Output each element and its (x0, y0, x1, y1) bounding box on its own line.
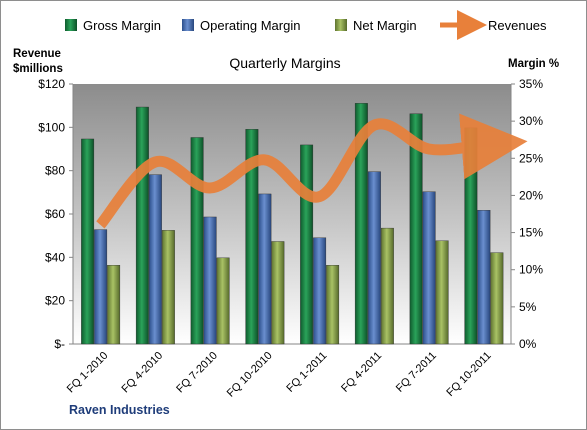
legend-label-net-margin: Net Margin (353, 18, 417, 33)
left-tick-label: $- (54, 337, 65, 351)
right-tick-label: 15% (519, 226, 543, 240)
bar-operating-margin (148, 174, 162, 345)
bar-net-margin (326, 265, 340, 345)
bar-operating-margin (94, 229, 108, 345)
right-tick-label: 25% (519, 151, 543, 165)
right-tick-label: 35% (519, 77, 543, 91)
right-tick-label: 0% (519, 337, 537, 351)
bar-operating-margin (313, 237, 327, 345)
bar-operating-margin (258, 193, 272, 345)
company-name: Raven Industries (69, 403, 170, 417)
legend: Gross Margin Operating Margin Net Margin… (65, 10, 547, 40)
bar-net-margin (216, 257, 230, 345)
bar-operating-margin (422, 191, 436, 345)
right-tick-label: 5% (519, 300, 537, 314)
right-tick-label: 30% (519, 114, 543, 128)
bar-gross-margin (81, 138, 95, 345)
legend-item-gross-margin: Gross Margin (65, 18, 161, 33)
left-tick-label: $60 (45, 207, 65, 221)
bar-net-margin (490, 252, 504, 345)
bar-gross-margin (135, 106, 149, 345)
legend-item-revenues: Revenues (440, 10, 547, 40)
bar-gross-margin (245, 129, 259, 345)
left-axis-title-line1: Revenue (13, 48, 61, 60)
bar-gross-margin (354, 103, 368, 345)
legend-swatch-operating-margin (182, 19, 194, 31)
bar-net-margin (271, 241, 285, 345)
bar-gross-margin (464, 127, 478, 345)
legend-item-net-margin: Net Margin (335, 18, 417, 33)
left-axis-title-line2: $millions (13, 63, 63, 75)
legend-swatch-net-margin (335, 19, 347, 31)
legend-label-operating-margin: Operating Margin (200, 18, 300, 33)
x-tick-label: FQ 10-2011 (444, 350, 493, 399)
left-tick-label: $40 (45, 250, 65, 264)
left-tick-label: $80 (45, 164, 65, 178)
revenues-line (96, 113, 528, 229)
x-tick-label: FQ 4-2010 (120, 350, 166, 396)
x-tick-label: FQ 1-2011 (284, 350, 329, 395)
bar-net-margin (107, 265, 121, 345)
left-tick-label: $20 (45, 294, 65, 308)
right-tick-label: 20% (519, 188, 543, 202)
bar-gross-margin (409, 113, 423, 345)
bar-operating-margin (203, 216, 217, 345)
legend-swatch-gross-margin (65, 19, 77, 31)
bar-gross-margin (300, 144, 314, 345)
legend-label-revenues: Revenues (488, 18, 547, 33)
chart-title: Quarterly Margins (229, 55, 340, 71)
legend-item-operating-margin: Operating Margin (182, 18, 300, 33)
left-tick-label: $100 (38, 120, 65, 134)
bar-net-margin (435, 240, 449, 345)
x-tick-label: FQ 7-2011 (394, 350, 439, 395)
bar-operating-margin (477, 210, 491, 345)
right-tick-label: 10% (519, 263, 543, 277)
x-tick-label: FQ 7-2010 (174, 350, 220, 396)
x-tick-label: FQ 1-2010 (65, 350, 111, 396)
x-tick-label: FQ 4-2011 (339, 350, 384, 395)
left-tick-label: $120 (38, 77, 65, 91)
right-axis-title: Margin % (508, 58, 559, 70)
bar-net-margin (380, 227, 394, 345)
bar-net-margin (161, 230, 175, 345)
legend-label-gross-margin: Gross Margin (83, 18, 161, 33)
x-tick-label: FQ 10-2010 (225, 350, 275, 400)
bar-gross-margin (190, 137, 204, 345)
bar-operating-margin (367, 171, 381, 345)
